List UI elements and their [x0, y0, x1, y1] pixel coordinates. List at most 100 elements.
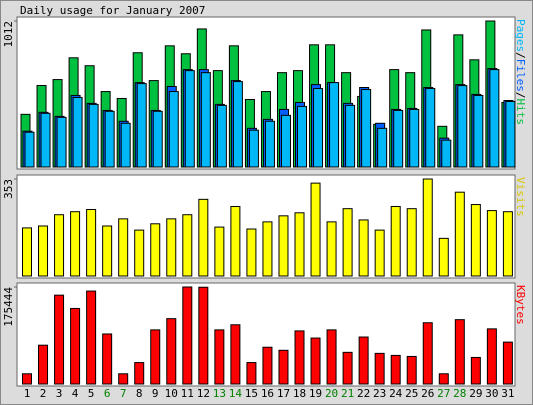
bar: [200, 72, 211, 168]
bar: [454, 319, 465, 385]
bar: [104, 110, 115, 168]
bar: [441, 139, 452, 168]
bar: [486, 328, 497, 385]
bar: [184, 70, 195, 168]
bar: [72, 96, 83, 168]
bar: [134, 362, 145, 385]
x-tick-label: 7: [120, 387, 127, 400]
bar: [422, 322, 433, 385]
bar: [406, 355, 417, 385]
axis-label: Visits: [514, 177, 527, 217]
bar: [246, 228, 257, 277]
separator: /: [514, 52, 527, 59]
x-tick-label: 10: [165, 387, 178, 400]
bar: [102, 225, 113, 277]
bar: [313, 88, 324, 168]
x-tick-label: 11: [181, 387, 194, 400]
x-tick-label: 1: [24, 387, 31, 400]
bar: [54, 294, 65, 385]
axis-label: Pages/Files/Hits: [514, 19, 527, 125]
bar: [88, 103, 99, 168]
bar: [326, 221, 337, 277]
bar: [329, 82, 340, 168]
bar: [152, 110, 163, 168]
bar: [342, 351, 353, 385]
bar: [168, 91, 179, 168]
bar: [40, 112, 51, 168]
x-tick-label: 26: [421, 387, 434, 400]
bar: [230, 205, 241, 277]
bar: [182, 214, 193, 277]
bar: [473, 94, 484, 168]
bar: [278, 349, 289, 385]
bar: [24, 131, 35, 168]
x-tick-label: 2: [40, 387, 47, 400]
legend-entry: KBytes: [514, 285, 527, 325]
bar: [489, 69, 500, 168]
bar: [374, 229, 385, 277]
x-tick-label: 27: [437, 387, 450, 400]
bar: [22, 373, 32, 385]
x-tick-label: 12: [197, 387, 210, 400]
legend-entry: Files: [514, 59, 527, 92]
bar: [294, 212, 305, 277]
bar: [470, 356, 481, 385]
chart-title: Daily usage for January 2007: [20, 4, 205, 17]
x-tick-label: 17: [277, 387, 290, 400]
bar: [134, 229, 145, 277]
bar: [136, 83, 147, 168]
bar: [54, 214, 65, 277]
bar: [406, 208, 417, 277]
x-tick-label: 5: [88, 387, 95, 400]
bar: [422, 178, 433, 277]
x-tick-label: 30: [485, 387, 498, 400]
bar: [457, 85, 468, 168]
bar: [248, 129, 259, 168]
bar: [56, 116, 67, 168]
bar: [438, 373, 449, 385]
bar: [310, 337, 321, 385]
x-tick-label: 13: [213, 387, 226, 400]
bar: [246, 362, 257, 385]
y-tick-label: 175444: [2, 287, 15, 327]
bar: [86, 290, 97, 385]
bar: [166, 318, 177, 385]
bar: [232, 81, 243, 168]
bar: [38, 344, 49, 385]
bar: [297, 105, 308, 168]
x-tick-label: 6: [104, 387, 111, 400]
legend-entry: Hits: [514, 99, 527, 126]
x-tick-label: 25: [405, 387, 418, 400]
bar: [425, 88, 436, 168]
bar: [377, 127, 388, 168]
bar: [502, 211, 513, 277]
x-tick-label: 3: [56, 387, 63, 400]
bar: [278, 215, 289, 277]
x-tick-label: 18: [293, 387, 306, 400]
bar: [214, 226, 225, 277]
bar: [230, 324, 241, 385]
bar: [393, 109, 404, 168]
bar: [262, 346, 273, 385]
x-tick-label: 8: [136, 387, 143, 400]
y-tick-label: 353: [2, 179, 15, 199]
x-tick-label: 21: [341, 387, 354, 400]
x-tick-label: 19: [309, 387, 322, 400]
bar: [22, 227, 32, 277]
legend-entry: Visits: [514, 177, 527, 217]
bar: [342, 208, 353, 277]
bar: [438, 237, 449, 277]
bar: [264, 120, 275, 168]
bar: [505, 101, 516, 168]
bar: [409, 108, 420, 168]
bar: [361, 89, 372, 168]
x-tick-label: 31: [501, 387, 514, 400]
bar: [150, 329, 161, 385]
bar: [166, 218, 177, 277]
x-tick-label: 22: [357, 387, 370, 400]
x-tick-label: 4: [72, 387, 79, 400]
bar: [86, 209, 97, 277]
bar: [390, 354, 401, 385]
bar: [345, 104, 356, 168]
x-tick-label: 9: [152, 387, 159, 400]
